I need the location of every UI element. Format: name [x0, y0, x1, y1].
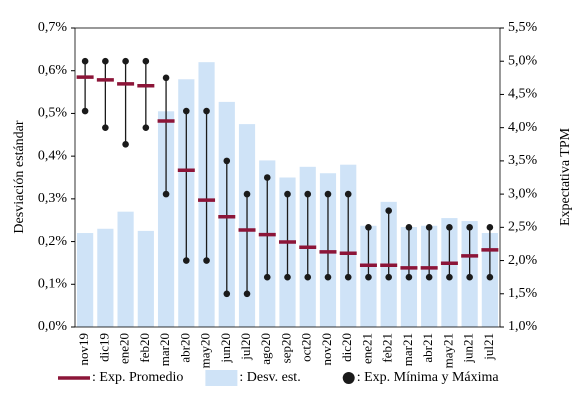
x-tick-label: abr21 — [420, 333, 435, 363]
y2-tick-label: 2,0% — [508, 253, 538, 268]
y2-tick-label: 4,0% — [508, 120, 538, 135]
min-dot — [223, 290, 231, 298]
min-dot — [122, 140, 129, 148]
bar — [157, 111, 175, 328]
min-dot — [263, 273, 271, 281]
max-dot — [284, 190, 291, 198]
min-dot — [324, 273, 332, 281]
x-tick-label: dic20 — [339, 333, 354, 362]
y2-tick-label: 2,5% — [508, 220, 538, 235]
y2-tick-label: 3,0% — [508, 186, 538, 201]
x-tick-label: jul20 — [238, 333, 253, 361]
y2-tick-label: 5,0% — [508, 53, 538, 68]
x-tick-label: jun21 — [461, 333, 476, 364]
y2-tick-label: 1,5% — [508, 286, 538, 301]
x-tick-label: jun20 — [218, 333, 233, 364]
y-tick-label: 0,3% — [38, 191, 68, 206]
x-tick-label: may21 — [440, 333, 455, 368]
max-dot — [183, 107, 190, 115]
x-tick-label: may20 — [198, 333, 213, 368]
x-tick-label: feb21 — [380, 333, 395, 363]
max-dot — [344, 190, 352, 198]
max-dot — [102, 57, 109, 65]
y2-tick-label: 4,5% — [508, 87, 538, 102]
min-dot — [243, 290, 251, 298]
max-dot — [263, 174, 271, 181]
max-dot — [142, 57, 150, 65]
min-dot — [344, 273, 352, 281]
y2-tick-label: 3,5% — [508, 153, 538, 168]
x-tick-label: ene21 — [359, 333, 374, 364]
x-tick-label: oct20 — [299, 333, 314, 362]
bar — [77, 233, 94, 327]
min-dot — [365, 273, 372, 281]
y-tick-label: 0,0% — [38, 319, 68, 334]
max-dot — [466, 224, 473, 231]
x-tick-label: jul21 — [481, 333, 496, 361]
min-dot — [385, 273, 392, 281]
x-tick-label: nov20 — [319, 333, 334, 366]
max-dot — [304, 190, 312, 198]
max-dot — [385, 207, 392, 215]
max-dot — [243, 190, 251, 198]
bar — [137, 230, 154, 327]
max-dot — [405, 224, 413, 231]
min-dot — [284, 273, 291, 281]
x-tick-label: nov19 — [76, 333, 91, 366]
min-dot — [405, 273, 413, 281]
min-dot — [304, 273, 312, 281]
y-tick-label: 0,5% — [38, 106, 68, 121]
min-dot — [425, 273, 433, 281]
max-dot — [162, 74, 170, 82]
y-tick-label: 0,4% — [38, 148, 68, 163]
x-tick-label: mar20 — [157, 333, 172, 366]
max-dot — [365, 224, 372, 231]
y2-tick-label: 5,5% — [508, 20, 538, 35]
min-dot — [203, 257, 210, 264]
x-tick-label: abr20 — [177, 333, 192, 363]
min-dot — [102, 124, 109, 131]
y-tick-label: 0,6% — [38, 63, 68, 78]
min-dot — [162, 190, 170, 198]
legend-label: : Exp. Promedio — [92, 370, 183, 385]
min-dot — [446, 273, 453, 281]
max-dot — [324, 190, 332, 198]
x-tick-label: ago20 — [258, 333, 273, 365]
y-tick-label: 0,7% — [38, 20, 68, 35]
min-dot — [486, 273, 494, 281]
y-axis-label: Desviación estándar — [12, 120, 27, 233]
max-dot — [486, 224, 494, 231]
x-tick-label: dic19 — [96, 333, 111, 362]
max-dot — [203, 107, 210, 115]
max-dot — [425, 224, 433, 231]
legend-swatch — [342, 372, 355, 384]
legend-label: : Exp. Mínima y Máxima — [357, 370, 500, 385]
x-tick-label: feb20 — [137, 333, 152, 363]
y-tick-label: 0,2% — [38, 234, 68, 249]
y-tick-label: 0,1% — [38, 277, 68, 292]
min-dot — [466, 273, 473, 281]
x-tick-label: ene20 — [117, 333, 132, 364]
plot-frame — [74, 27, 501, 328]
y2-axis-label: Expectativa TPM — [558, 127, 573, 226]
legend-swatch — [205, 370, 238, 386]
max-dot — [446, 224, 453, 231]
max-dot — [223, 157, 231, 165]
min-dot — [183, 257, 190, 264]
bar — [97, 228, 114, 327]
max-dot — [122, 57, 129, 65]
y2-tick-label: 1,0% — [508, 319, 538, 334]
x-tick-label: mar21 — [400, 333, 415, 366]
x-tick-label: sep20 — [278, 333, 293, 363]
min-dot — [81, 107, 89, 115]
legend-label: : Desv. est. — [239, 370, 300, 385]
max-dot — [81, 57, 89, 65]
bar — [117, 211, 134, 327]
min-dot — [142, 124, 150, 131]
